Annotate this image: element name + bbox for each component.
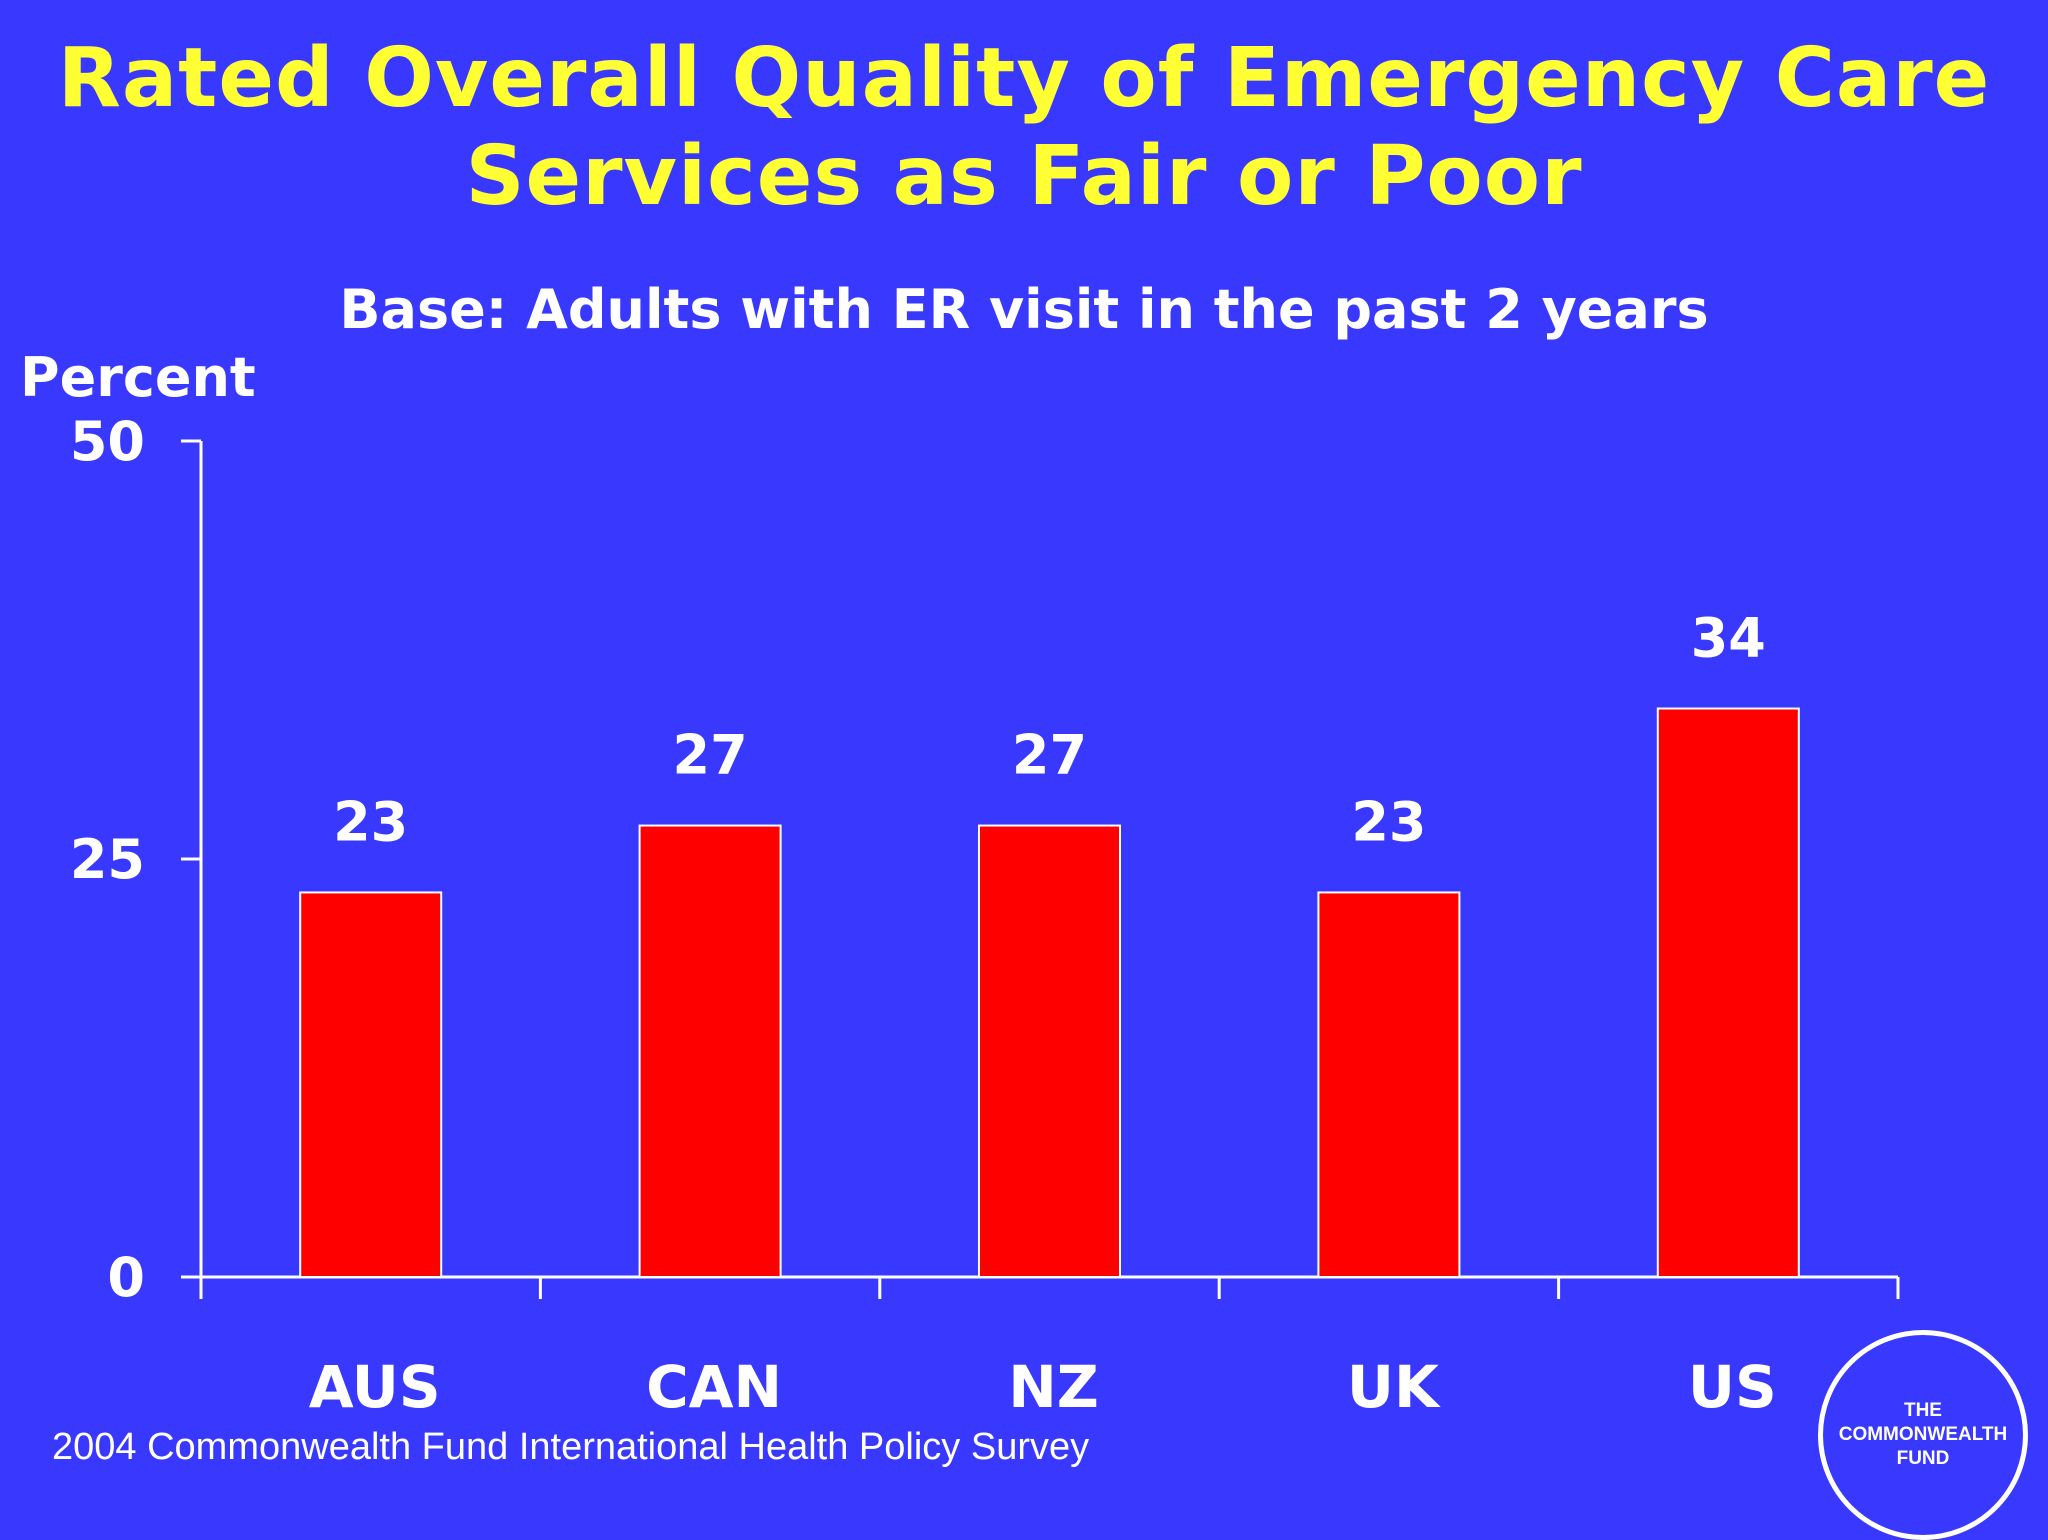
commonwealth-fund-logo: THE COMMONWEALTH FUND (1818, 1330, 2028, 1540)
logo-line-2: COMMONWEALTH (1838, 1424, 2008, 1445)
x-tick-label: CAN (646, 1353, 782, 1421)
x-tick-label: UK (1347, 1353, 1441, 1421)
bar (978, 824, 1121, 1278)
data-label: 27 (1012, 724, 1087, 787)
data-label: 27 (673, 724, 748, 787)
chart-title-line-2: Services as Fair or Poor (465, 129, 1583, 224)
y-tick-label: 25 (70, 828, 145, 891)
bar (638, 824, 782, 1278)
x-tick-label: NZ (1008, 1353, 1099, 1421)
x-tick-label: US (1688, 1353, 1777, 1421)
x-tick-label: AUS (309, 1353, 441, 1421)
y-axis-label: Percent (20, 346, 256, 409)
data-label: 23 (333, 790, 408, 853)
chart-title: Rated Overall Quality of Emergency Care … (0, 30, 2048, 226)
bar (299, 891, 443, 1278)
source-footnote: 2004 Commonwealth Fund International Hea… (52, 1426, 1090, 1468)
y-tick-label: 50 (70, 410, 145, 473)
bar (1317, 891, 1461, 1278)
logo-line-1: THE (1903, 1400, 1942, 1421)
y-tick-label: 0 (107, 1246, 145, 1309)
logo-line-3: FUND (1896, 1448, 1950, 1469)
chart-subtitle: Base: Adults with ER visit in the past 2… (339, 278, 1709, 341)
chart-title-line-1: Rated Overall Quality of Emergency Care (57, 31, 1991, 126)
bar (1656, 707, 1800, 1278)
data-label: 23 (1351, 790, 1426, 853)
data-label: 34 (1691, 607, 1766, 670)
